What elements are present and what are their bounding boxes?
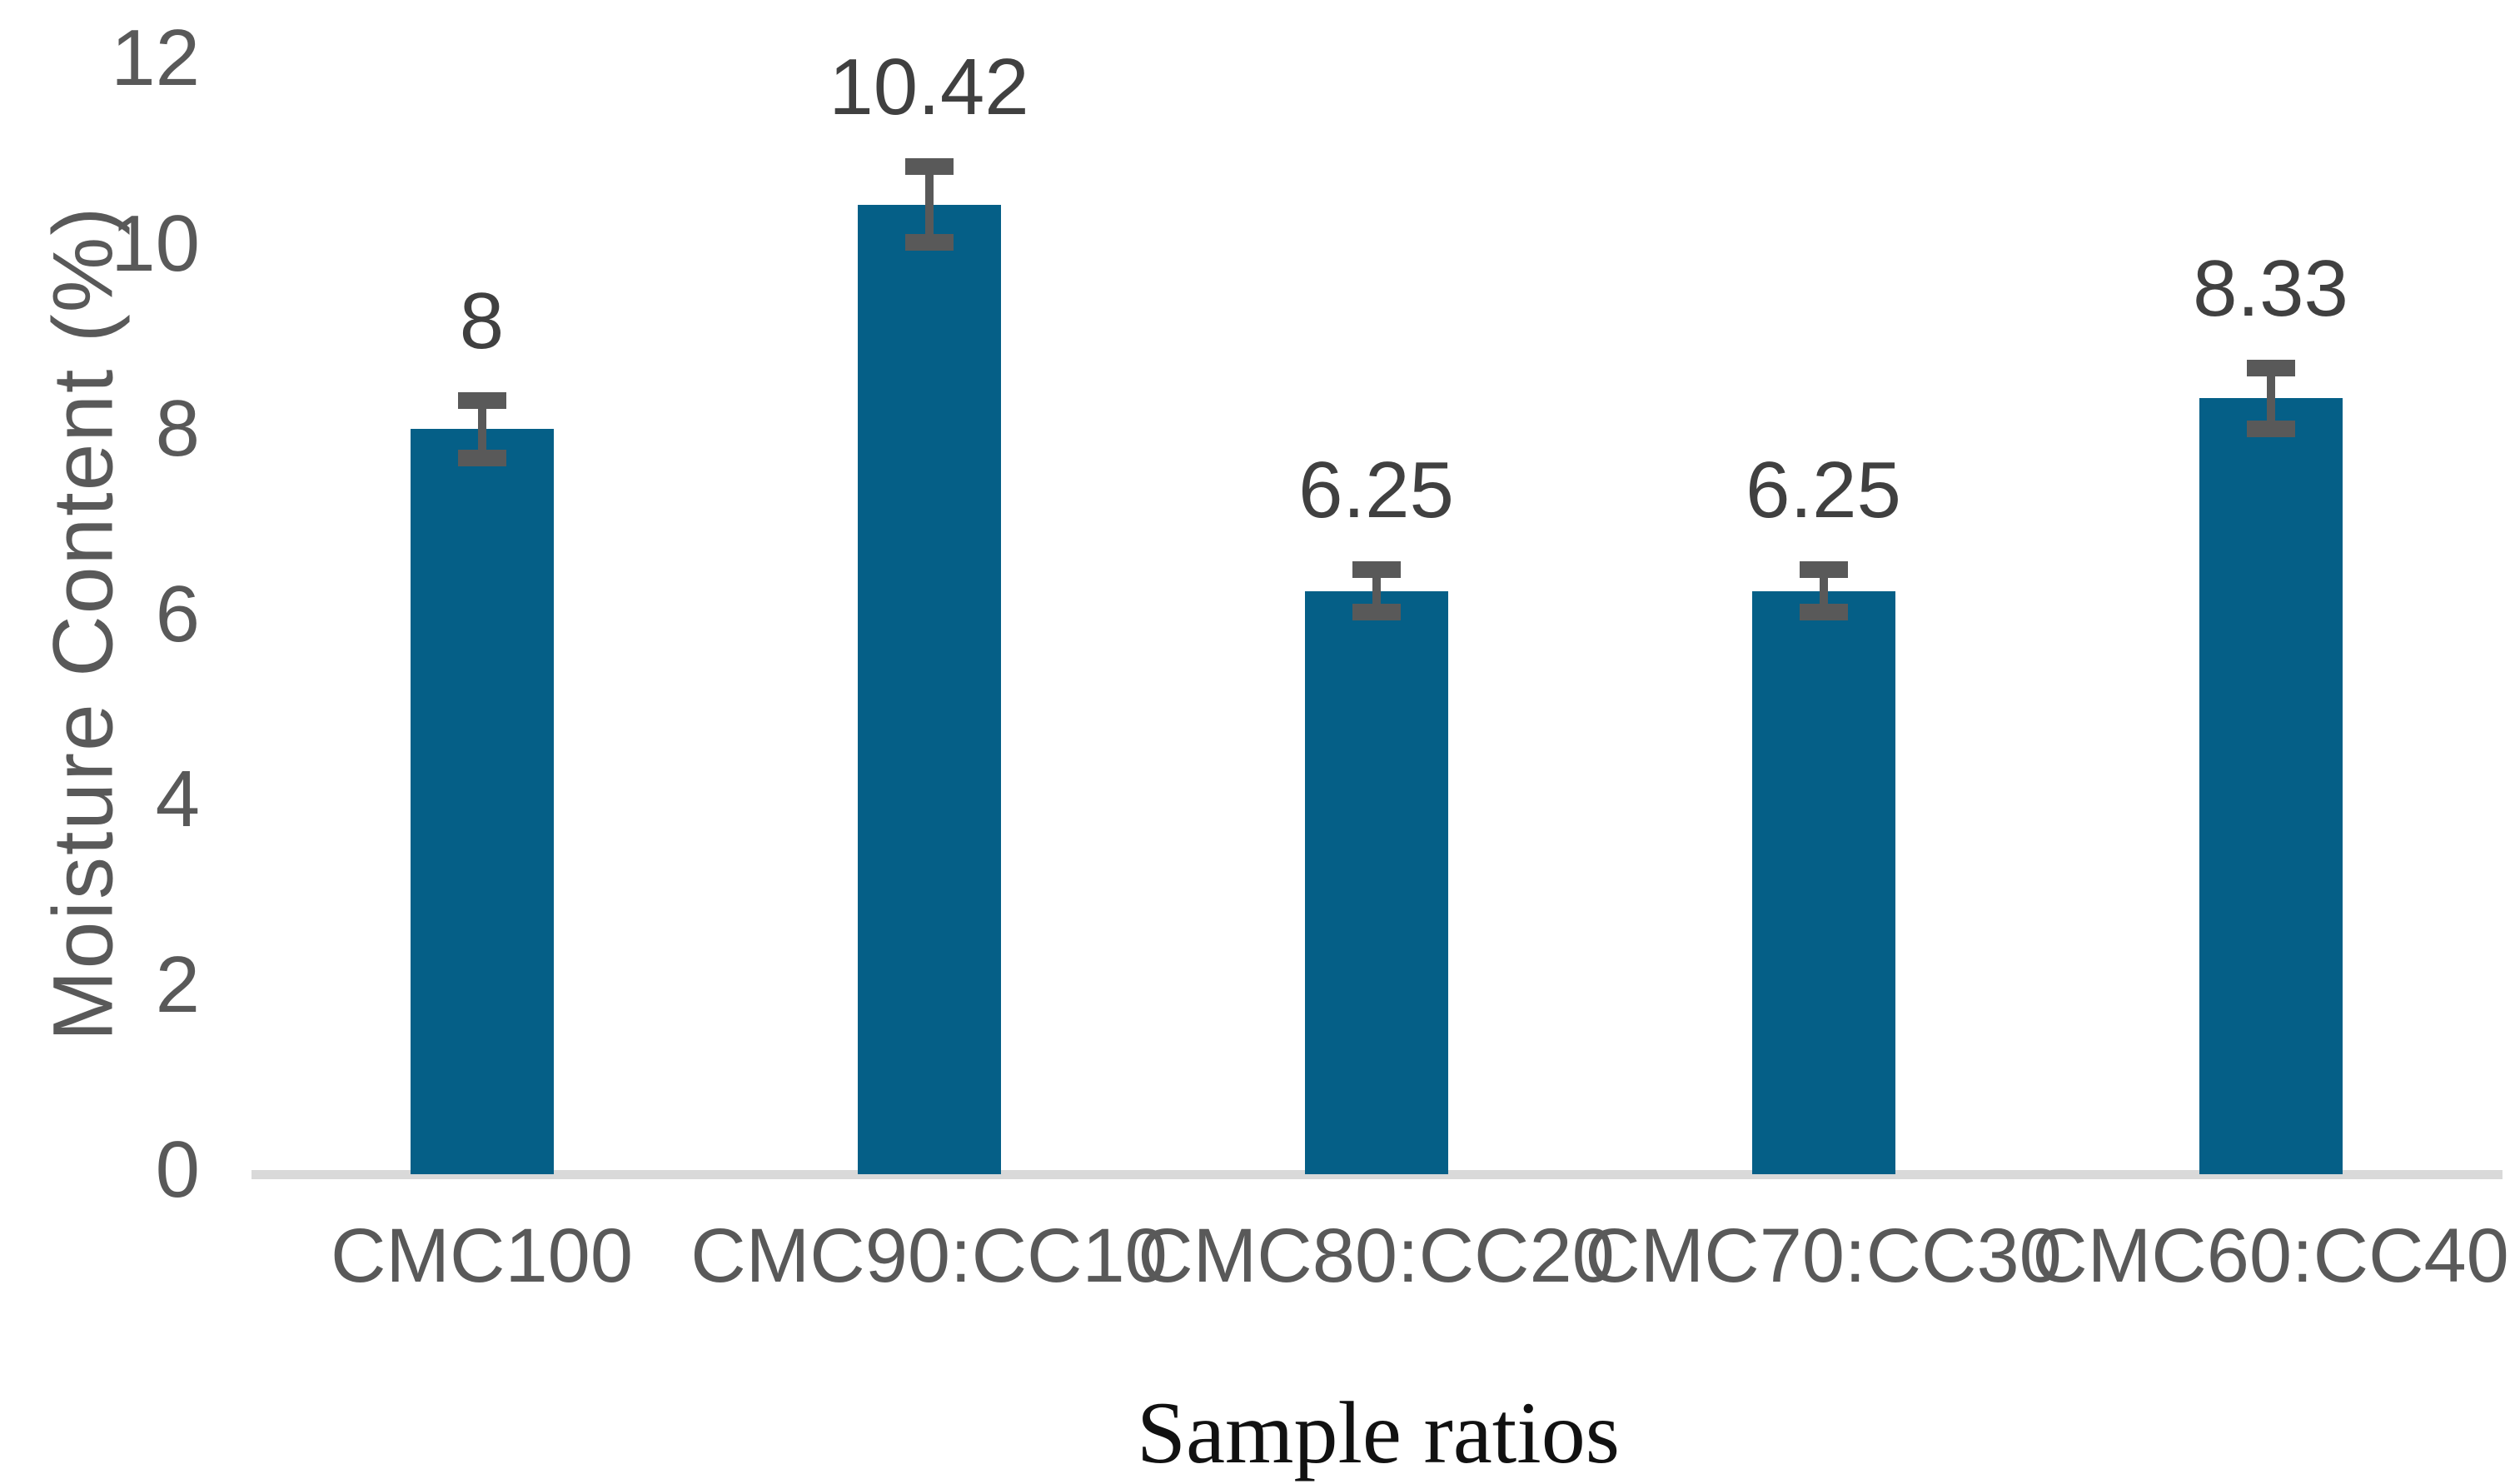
- error-bar-cap-bottom: [905, 234, 954, 251]
- y-axis-tick-label: 8: [25, 389, 200, 469]
- error-bar-cap-bottom: [1352, 604, 1401, 620]
- data-label: 6.25: [1616, 449, 2032, 532]
- y-axis-tick-label: 2: [25, 945, 200, 1025]
- error-bar-cap-top: [1800, 561, 1848, 578]
- error-bar-cap-bottom: [458, 450, 506, 466]
- error-bar-cap-top: [1352, 561, 1401, 578]
- x-axis-category-label: CMC70:CC30: [1574, 1214, 2074, 1297]
- x-axis-category-label: CMC100: [232, 1214, 732, 1297]
- x-axis-category-label: CMC90:CC10: [680, 1214, 1179, 1297]
- y-axis-tick-label: 6: [25, 575, 200, 655]
- y-axis-tick-label: 12: [25, 18, 200, 98]
- bar-CMC70:CC30: [1752, 591, 1895, 1174]
- y-axis-tick-label: 10: [25, 204, 200, 284]
- data-label: 10.42: [721, 46, 1138, 129]
- bar-CMC90:CC10: [858, 205, 1001, 1174]
- x-axis-title: Sample ratios: [258, 1382, 2498, 1484]
- data-label: 8: [274, 280, 690, 363]
- error-bar-cap-bottom: [2247, 421, 2295, 437]
- bar-CMC60:CC40: [2199, 398, 2343, 1174]
- data-label: 6.25: [1168, 449, 1585, 532]
- data-label: 8.33: [2063, 247, 2479, 331]
- y-axis-tick-label: 4: [25, 759, 200, 839]
- error-bar-cap-top: [2247, 360, 2295, 376]
- error-bar-cap-top: [458, 392, 506, 409]
- x-axis-category-label: CMC80:CC20: [1127, 1214, 1626, 1297]
- error-bar-cap-bottom: [1800, 604, 1848, 620]
- error-bar-cap-top: [905, 158, 954, 175]
- bar-CMC100: [411, 429, 554, 1174]
- x-axis-category-label: CMC60:CC40: [2021, 1214, 2510, 1297]
- bar-CMC80:CC20: [1305, 591, 1448, 1174]
- y-axis-tick-label: 0: [25, 1130, 200, 1210]
